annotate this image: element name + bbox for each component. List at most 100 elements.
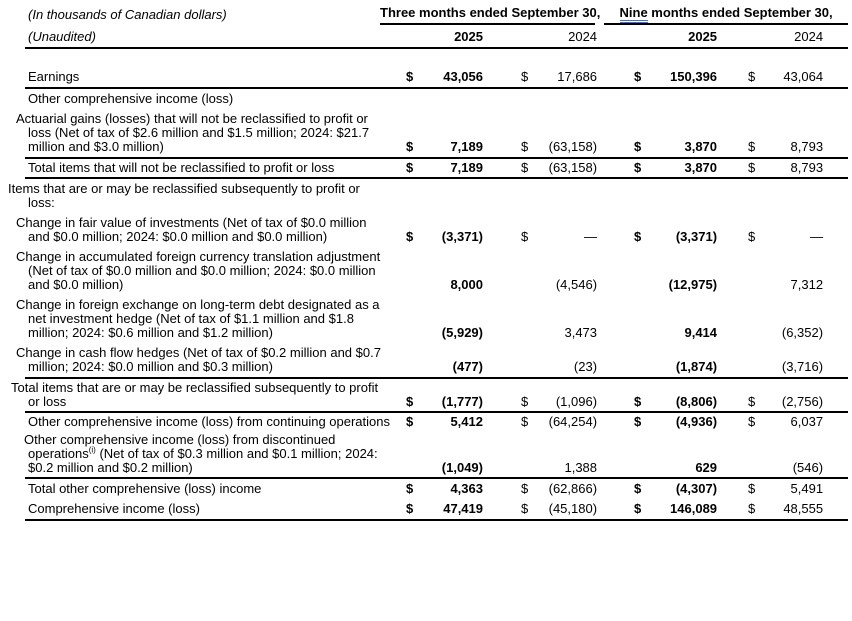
table-row-fair-value-investments: Change in fair value of investments (Net… xyxy=(16,213,848,247)
value-cell: (4,936) xyxy=(675,414,718,429)
currency-symbol-cell: $ xyxy=(390,109,420,159)
table-row-total-oci: Total other comprehensive (loss) income $… xyxy=(25,478,848,499)
currency-symbol-cell: $ xyxy=(634,229,642,244)
value-cell: 8,793 xyxy=(754,109,849,159)
value-cell: (63,158) xyxy=(527,109,600,159)
value-cell: 48,555 xyxy=(754,499,849,521)
value-cell xyxy=(527,178,599,213)
currency-symbol-cell: $ xyxy=(485,378,528,413)
table-row-earnings: Earnings $43,056 $17,686 $150,396 $43,064 xyxy=(25,48,849,89)
value-cell: 7,189 xyxy=(420,109,485,159)
year-column-header: 2024 xyxy=(485,25,600,49)
value-cell: (1,049) xyxy=(420,431,485,479)
currency-symbol-cell xyxy=(599,178,640,213)
currency-symbol-cell xyxy=(485,343,527,379)
currency-symbol-cell xyxy=(599,431,641,479)
year-column-header: 2024 xyxy=(719,25,849,49)
currency-symbol-cell xyxy=(390,247,420,295)
currency-symbol-cell xyxy=(719,295,754,343)
currency-symbol-cell xyxy=(599,295,640,343)
currency-symbol-cell xyxy=(485,88,527,109)
row-label-text: Actuarial gains (losses) that will not b… xyxy=(16,111,370,154)
grammar-underlined-word: Nine xyxy=(619,5,648,23)
currency-symbol-cell: $ xyxy=(634,481,642,496)
value-cell: (546) xyxy=(754,431,849,479)
currency-symbol-cell xyxy=(599,88,640,109)
value-cell: 7,312 xyxy=(790,277,824,292)
value-cell: 8,793 xyxy=(754,158,849,179)
currency-symbol-cell: $ xyxy=(521,229,529,244)
row-label: Change in accumulated foreign currency t… xyxy=(16,247,390,295)
value-cell: (5,929) xyxy=(441,325,483,340)
currency-symbol-cell: $ xyxy=(748,229,756,244)
row-label: Earnings xyxy=(25,48,390,89)
value-cell: (1,096) xyxy=(527,378,600,413)
value-cell: (477) xyxy=(420,343,485,379)
row-label-text: Other comprehensive income (loss) from c… xyxy=(28,414,391,429)
value-cell: 3,473 xyxy=(564,325,598,340)
value-cell: 5,491 xyxy=(790,481,824,496)
value-cell: 17,686 xyxy=(527,48,600,89)
table-row-total-reclassifiable: Total items that are or may be reclassif… xyxy=(11,378,849,413)
currency-symbol-cell: $ xyxy=(748,481,756,496)
table-row-net-investment-hedge: Change in foreign exchange on long-term … xyxy=(16,295,848,343)
period-header-row: (In thousands of Canadian dollars) Three… xyxy=(25,5,849,25)
value-cell: — xyxy=(810,229,824,244)
table-row-actuarial-gains-losses: Actuarial gains (losses) that will not b… xyxy=(16,109,849,159)
value-cell: 43,064 xyxy=(754,48,849,89)
currency-symbol-cell xyxy=(719,178,754,213)
row-label: Total items that will not be reclassifie… xyxy=(25,158,390,179)
value-cell: (2,756) xyxy=(754,378,849,413)
value-cell xyxy=(640,88,719,109)
unaudited-note: (Unaudited) xyxy=(25,25,390,49)
row-label-text: Change in cash flow hedges (Net of tax o… xyxy=(16,345,381,374)
value-cell: (3,371) xyxy=(675,229,718,244)
currency-symbol-cell xyxy=(719,431,755,479)
value-cell: 3,870 xyxy=(640,158,720,179)
period-group-three-months: Three months ended September 30, xyxy=(380,5,600,25)
table-row-fx-translation-adjustment: Change in accumulated foreign currency t… xyxy=(16,247,848,295)
currency-symbol-cell: $ xyxy=(634,414,642,429)
row-label-text: Change in foreign exchange on long-term … xyxy=(16,297,380,340)
value-cell: — xyxy=(584,229,598,244)
value-cell: (6,352) xyxy=(781,325,824,340)
table-row-total-not-reclassified: Total items that will not be reclassifie… xyxy=(25,158,849,179)
currency-symbol-cell: $ xyxy=(406,481,414,496)
row-label: Other comprehensive income (loss) from d… xyxy=(24,431,390,479)
value-cell xyxy=(420,88,485,109)
value-cell: 47,419 xyxy=(420,499,485,521)
value-cell: (3,716) xyxy=(754,343,849,379)
currency-symbol-cell: $ xyxy=(599,499,641,521)
value-cell xyxy=(754,178,848,213)
currency-symbol-cell xyxy=(485,247,527,295)
value-cell: 1,388 xyxy=(527,431,600,479)
value-cell: (12,975) xyxy=(668,277,718,292)
currency-symbol-cell: $ xyxy=(599,378,641,413)
value-cell: (1,874) xyxy=(640,343,720,379)
value-cell: 150,396 xyxy=(640,48,720,89)
value-cell: 629 xyxy=(640,431,720,479)
currency-symbol-cell: $ xyxy=(521,414,529,429)
value-cell: 6,037 xyxy=(790,414,824,429)
currency-symbol-cell: $ xyxy=(719,378,755,413)
row-label-text: Other comprehensive income (loss) xyxy=(28,91,234,106)
row-label-text: Comprehensive income (loss) xyxy=(28,501,200,516)
value-cell: 4,363 xyxy=(450,481,483,496)
currency-symbol-cell xyxy=(599,247,640,295)
row-label: Comprehensive income (loss) xyxy=(25,499,390,521)
currency-symbol-cell: $ xyxy=(599,48,641,89)
period-group-nine-months: Nine months ended September 30, xyxy=(599,5,849,25)
currency-symbol-cell xyxy=(719,88,754,109)
value-cell: 3,870 xyxy=(640,109,720,159)
period-group-label-rest: months ended September 30, xyxy=(647,5,833,20)
currency-symbol-cell: $ xyxy=(406,229,414,244)
currency-symbol-cell: $ xyxy=(390,499,420,521)
currency-symbol-cell xyxy=(390,343,420,379)
row-label: Total items that are or may be reclassif… xyxy=(11,378,390,413)
value-cell xyxy=(754,88,848,109)
row-label: Other comprehensive income (loss) xyxy=(25,88,390,109)
row-label-text: Items that are or may be reclassified su… xyxy=(8,181,360,210)
currency-symbol-cell: $ xyxy=(485,158,528,179)
currency-symbol-cell xyxy=(390,295,420,343)
footnote-marker: (i) xyxy=(88,445,96,455)
